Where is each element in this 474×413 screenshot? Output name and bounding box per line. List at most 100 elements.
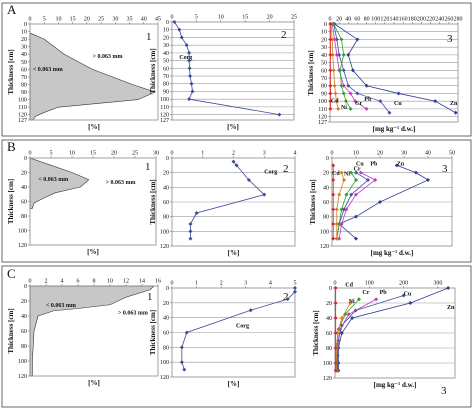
data-point-cr xyxy=(354,178,358,182)
data-point-corg xyxy=(188,222,193,226)
x-tick-label: 0 xyxy=(29,279,32,285)
y-tick-label: 70 xyxy=(163,74,169,80)
x-axis-label: [mg kg⁻¹ d.w.] xyxy=(371,249,414,257)
row-label-B: B xyxy=(7,139,16,154)
data-point-cd xyxy=(331,236,336,241)
y-tick-label: 90 xyxy=(21,90,27,96)
data-point-zn xyxy=(433,99,438,104)
data-point-corg xyxy=(293,286,297,290)
x-tick-label: 2 xyxy=(232,151,235,157)
x-tick-label: 140 xyxy=(390,17,399,23)
data-point-cd xyxy=(331,192,336,197)
y-tick-label: 20 xyxy=(163,301,169,307)
y-tick-label: 40 xyxy=(21,314,27,320)
y-axis-label: Thickness [cm] xyxy=(312,310,320,355)
y-tick-label: 60 xyxy=(163,331,169,337)
x-tick-label: 40 xyxy=(141,17,147,23)
y-tick-label: 50 xyxy=(321,61,327,67)
y-tick-label: 100 xyxy=(318,99,327,105)
data-point-ni xyxy=(339,170,344,175)
data-point-corg xyxy=(188,74,193,78)
x-tick-label: 0 xyxy=(331,151,334,157)
y-tick-label: 40 xyxy=(163,51,169,57)
series-label-cr: Cr xyxy=(362,290,369,296)
x-tick-label: 300 xyxy=(433,281,442,287)
x-tick-label: 15 xyxy=(70,17,76,23)
data-point-ni xyxy=(333,91,338,96)
data-point-pb xyxy=(374,297,379,302)
data-point-zn xyxy=(354,214,358,219)
x-tick-label: 30 xyxy=(401,151,407,157)
y-tick-label: 40 xyxy=(321,53,327,59)
data-point-ni xyxy=(334,236,339,241)
x-tick-label: 20 xyxy=(377,151,383,157)
x-tick-label: 40 xyxy=(345,17,351,23)
x-tick-label: 15 xyxy=(242,15,248,21)
x-tick-label: 180 xyxy=(408,17,417,23)
x-tick-label: 220 xyxy=(426,17,435,23)
data-point-cd xyxy=(331,207,336,212)
panel-number: 3 xyxy=(441,385,447,397)
data-point-cu xyxy=(387,110,392,115)
y-tick-label: 20 xyxy=(163,171,169,177)
y-tick-label: 30 xyxy=(21,45,27,51)
data-point-pb xyxy=(341,83,346,88)
data-point-zn xyxy=(354,236,358,241)
y-tick-label: 80 xyxy=(21,344,27,350)
x-tick-label: 240 xyxy=(435,17,444,23)
data-point-ni xyxy=(332,83,337,88)
data-point-corg xyxy=(172,20,177,24)
y-tick-label: 0 xyxy=(24,156,27,162)
data-point-corg xyxy=(177,27,182,32)
fraction-fine-area xyxy=(29,32,156,121)
y-tick-label: 0 xyxy=(24,284,27,290)
panel-C3: 0 100 200 300 0 20 40 60 80 100 120 Thickness [cm] [… xyxy=(312,281,456,397)
data-point-pb xyxy=(354,192,358,197)
fraction-annotation: < 0.063 mm xyxy=(38,177,68,183)
x-tick-label: 5 xyxy=(50,151,53,157)
x-tick-label: 80 xyxy=(364,17,370,23)
y-tick-label: 120 xyxy=(18,113,27,119)
y-tick-label: 20 xyxy=(21,299,27,305)
panel-C1: 0 2 4 6 8 10 12 14 16 0 20 40 60 80 100 120 Thickness [c… xyxy=(7,279,161,388)
y-tick-label: 70 xyxy=(21,75,27,81)
y-tick-label: 80 xyxy=(163,215,169,221)
x-tick-label: 15 xyxy=(90,151,96,157)
series-line-zn xyxy=(334,23,456,114)
x-tick-label: 3 xyxy=(263,151,266,157)
x-axis-label: [mg kg⁻¹ d.w.] xyxy=(373,125,416,133)
y-tick-label: 20 xyxy=(326,301,332,307)
data-point-cd xyxy=(333,316,338,320)
data-point-cr xyxy=(348,106,353,111)
y-axis-label: Thickness [cm] xyxy=(307,50,315,95)
data-point-zn xyxy=(378,200,382,204)
data-point-corg xyxy=(184,330,189,335)
x-tick-label: 100 xyxy=(371,17,380,23)
data-point-pb xyxy=(337,236,342,241)
panel-C2: 0 1 2 3 4 5 0 20 40 60 80 100 120 Thickness [cm] [%] 2 C… xyxy=(149,281,297,388)
y-tick-label: 10 xyxy=(321,30,327,36)
data-point-zn xyxy=(396,91,401,96)
y-tick-label: 100 xyxy=(18,229,27,235)
x-axis-label: [%] xyxy=(228,249,240,257)
y-tick-label: 50 xyxy=(163,59,169,65)
row-frame-C xyxy=(1,265,472,408)
y-tick-label: 60 xyxy=(321,68,327,74)
fraction-annotation: < 0.063 mm xyxy=(46,303,76,309)
x-tick-label: 2 xyxy=(220,281,223,287)
y-tick-label: 40 xyxy=(21,52,27,58)
y-tick-label: 120 xyxy=(160,375,169,381)
y-tick-label: 30 xyxy=(321,45,327,51)
x-tick-label: 4 xyxy=(294,151,297,157)
panel-number: 2 xyxy=(283,291,289,303)
panel-A3: 0 20 40 60 80 100 120 140 160 180 200 220 240 260 2800… xyxy=(307,17,463,134)
x-tick-label: 200 xyxy=(417,17,426,23)
y-tick-label: 110 xyxy=(160,105,169,111)
panel-number: 2 xyxy=(281,29,287,41)
data-point-ni xyxy=(342,178,346,182)
data-point-cr xyxy=(344,192,349,197)
data-point-zn xyxy=(453,110,458,115)
x-tick-label: 1 xyxy=(195,281,198,287)
data-point-corg xyxy=(293,289,297,294)
